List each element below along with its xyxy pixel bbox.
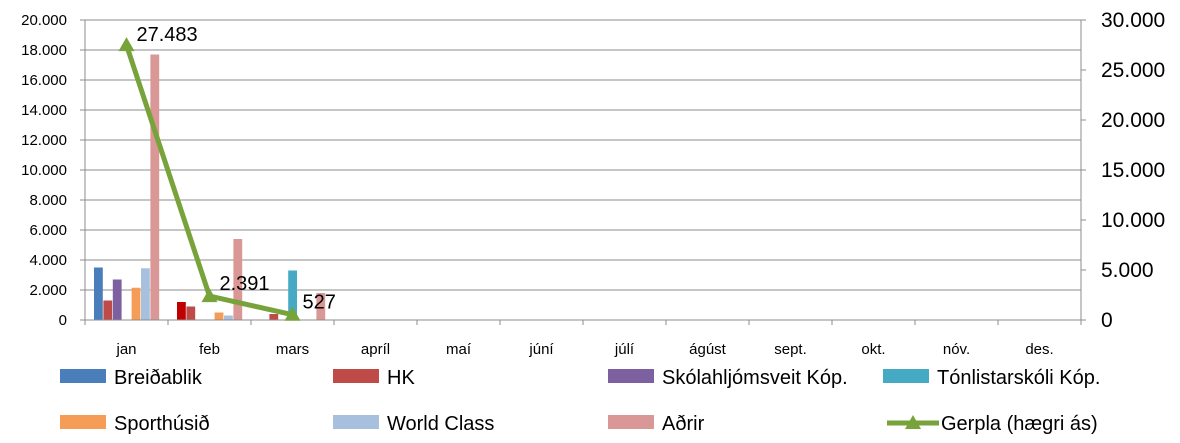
category-label: jan	[115, 341, 136, 358]
line-point	[284, 306, 301, 321]
bar	[103, 300, 113, 320]
left-tick-label: 6.000	[29, 222, 67, 239]
category-label: júlí	[614, 341, 635, 358]
bar	[233, 239, 243, 320]
category-label: ágúst	[689, 341, 727, 358]
legend-swatch	[608, 415, 654, 429]
category-label: feb	[199, 341, 220, 358]
left-tick-label: 10.000	[21, 162, 67, 179]
right-tick-label: 30.000	[1101, 9, 1165, 32]
bar	[131, 287, 141, 320]
bar	[214, 312, 224, 320]
bar	[150, 54, 160, 320]
legend-label: World Class	[387, 413, 494, 435]
bar	[112, 279, 122, 320]
left-tick-label: 2.000	[29, 282, 67, 299]
left-tick-label: 18.000	[21, 42, 67, 59]
left-tick-label: 20.000	[21, 12, 67, 29]
legend-swatch	[60, 369, 106, 383]
data-label: 27.483	[137, 24, 198, 46]
bar	[316, 293, 326, 320]
legend-swatch	[333, 415, 379, 429]
category-label: júní	[528, 341, 554, 358]
data-labels: 27.483 2.391 527	[137, 24, 336, 314]
right-axis-ticks: 0 5.000 10.000 15.000 20.000 25.000 30.000	[1081, 9, 1165, 332]
line-point	[201, 288, 218, 303]
data-label: 527	[303, 292, 336, 314]
right-tick-label: 20.000	[1101, 109, 1165, 132]
left-tick-label: 8.000	[29, 192, 67, 209]
bar	[224, 315, 233, 320]
line-point	[118, 37, 135, 52]
category-label: apríl	[361, 341, 390, 358]
right-tick-label: 25.000	[1101, 59, 1165, 82]
legend: Breiðablik HK Skólahljómsveit Kóp. Tónlista…	[60, 367, 1100, 435]
legend-swatch	[883, 369, 929, 383]
left-tick-label: 0	[59, 312, 67, 329]
legend-label: Tónlistarskóli Kóp.	[937, 367, 1100, 389]
right-tick-label: 5.000	[1101, 259, 1154, 282]
data-label: 2.391	[220, 273, 270, 295]
category-label: des.	[1025, 341, 1053, 358]
category-label: sept.	[774, 341, 807, 358]
legend-label: Gerpla (hægri ás)	[941, 413, 1098, 435]
bar	[288, 270, 297, 320]
bar	[186, 306, 196, 320]
gerpla-line	[118, 37, 301, 321]
legend-marker	[905, 415, 921, 429]
right-tick-label: 0	[1101, 309, 1113, 332]
category-label: mars	[276, 341, 309, 358]
left-tick-label: 4.000	[29, 252, 67, 269]
legend-label: HK	[387, 367, 415, 389]
gridlines	[85, 19, 1081, 291]
category-label: nóv.	[943, 341, 970, 358]
left-axis-ticks: 0 2.000 4.000 6.000 8.000 10.000 12.000 14.000 1…	[21, 12, 85, 329]
left-tick-label: 16.000	[21, 72, 67, 89]
legend-label: Aðrir	[662, 413, 705, 435]
legend-label: Skólahljómsveit Kóp.	[662, 367, 848, 389]
bar	[94, 267, 103, 320]
legend-swatch	[333, 369, 379, 383]
right-tick-label: 15.000	[1101, 159, 1165, 182]
legend-swatch	[608, 369, 654, 383]
category-label: okt.	[861, 341, 885, 358]
category-labels: jan feb mars apríl maí júní júlí ágúst sept. okt.…	[84, 320, 1082, 358]
legend-swatch	[60, 415, 106, 429]
left-tick-label: 12.000	[21, 132, 67, 149]
bar	[269, 314, 279, 320]
legend-label: Sporthúsið	[114, 413, 210, 435]
legend-label: Breiðablik	[114, 367, 203, 389]
bar	[177, 302, 186, 320]
category-label: maí	[446, 341, 472, 358]
bars	[94, 54, 326, 320]
bar	[141, 268, 150, 320]
left-tick-label: 14.000	[21, 102, 67, 119]
right-tick-label: 10.000	[1101, 209, 1165, 232]
